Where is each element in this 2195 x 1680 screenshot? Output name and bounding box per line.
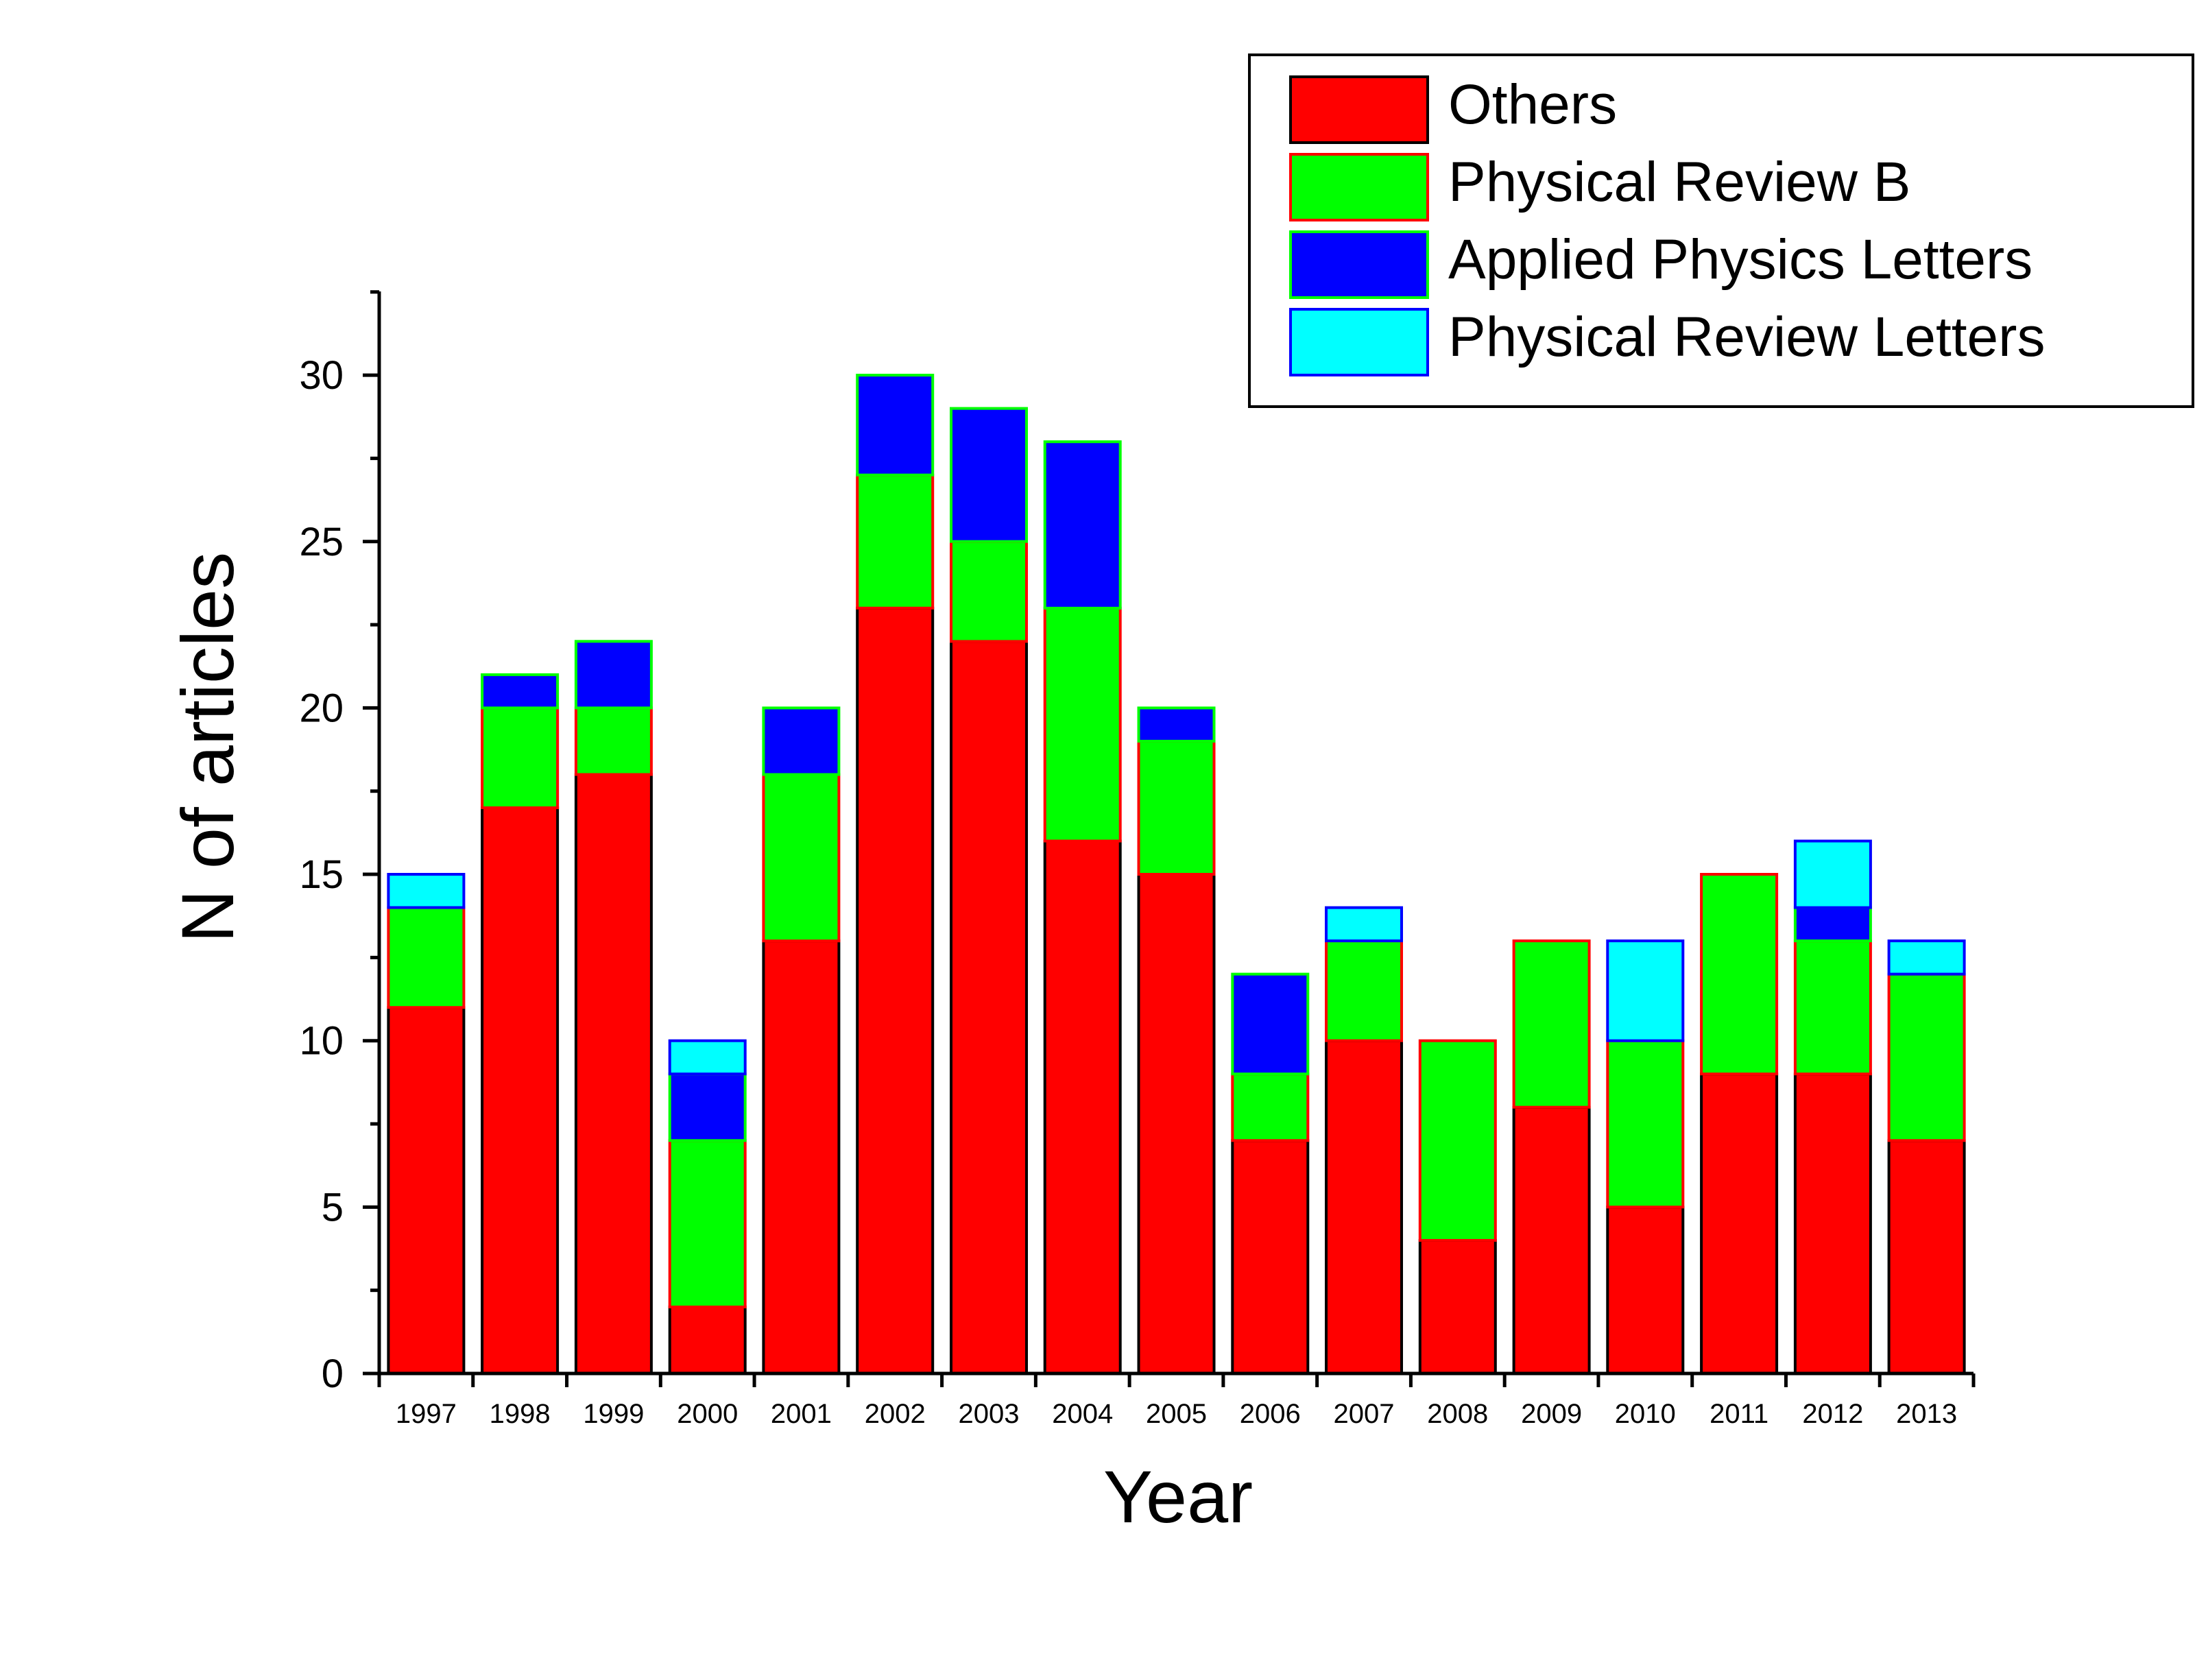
bar-2001-series-2: [762, 706, 841, 776]
bar-2000-series-1: [668, 1139, 747, 1309]
bar-2000-series-3: [668, 1039, 747, 1076]
x-tick-label-2011: 2011: [1710, 1399, 1768, 1429]
bar-2013-series-0: [1887, 1139, 1966, 1376]
x-tick-label-2007: 2007: [1334, 1399, 1395, 1429]
y-tick-label-15: 15: [299, 852, 344, 897]
x-tick-label-2000: 2000: [677, 1399, 738, 1429]
x-tick-label-2005: 2005: [1146, 1399, 1207, 1429]
bar-2004-series-1: [1043, 606, 1122, 843]
x-tick-label-1997: 1997: [396, 1399, 457, 1429]
y-tick-label-20: 20: [299, 686, 344, 730]
bar-2001-series-0: [762, 939, 841, 1375]
bar-2006-series-1: [1231, 1072, 1310, 1142]
bar-1999-series-1: [574, 706, 653, 776]
legend-swatch-0: [1289, 75, 1429, 144]
bar-2005-series-0: [1137, 873, 1216, 1375]
bar-2008-series-1: [1418, 1039, 1497, 1242]
y-tick-label-30: 30: [299, 353, 344, 398]
bar-1999-series-0: [574, 773, 653, 1375]
bar-1999-series-2: [574, 640, 653, 710]
x-tick-label-2010: 2010: [1615, 1399, 1676, 1429]
legend-label-3: Physical Review Letters: [1448, 306, 2045, 368]
x-tick-label-2009: 2009: [1521, 1399, 1582, 1429]
bar-2003-series-2: [950, 407, 1028, 543]
bar-2012-series-0: [1793, 1072, 1872, 1375]
bar-2009-series-1: [1512, 939, 1591, 1109]
legend-label-1: Physical Review B: [1448, 151, 1910, 213]
legend-label-2: Applied Physics Letters: [1448, 228, 2032, 291]
bar-2006-series-2: [1231, 972, 1310, 1076]
bar-2002-series-1: [856, 473, 935, 610]
bar-2013-series-1: [1887, 972, 1966, 1142]
bar-2009-series-0: [1512, 1105, 1591, 1376]
bar-2007-series-0: [1325, 1039, 1403, 1375]
x-tick-label-1998: 1998: [490, 1399, 551, 1429]
bar-2003-series-1: [950, 540, 1028, 643]
x-tick-label-2006: 2006: [1240, 1399, 1301, 1429]
bar-2002-series-0: [856, 606, 935, 1375]
bar-2002-series-2: [856, 374, 935, 477]
bar-2012-series-1: [1793, 939, 1872, 1076]
x-tick-label-2003: 2003: [959, 1399, 1020, 1429]
bar-2011-series-0: [1700, 1072, 1779, 1375]
bar-2012-series-3: [1793, 839, 1872, 909]
bar-2012-series-2: [1793, 906, 1872, 943]
x-tick-label-2001: 2001: [771, 1399, 832, 1429]
x-tick-label-2013: 2013: [1896, 1399, 1957, 1429]
axes-group: 1997 1998 1999 2000 2001 2002 2003 2004 2005 2006…: [299, 290, 1976, 1429]
bar-2010-series-3: [1606, 939, 1685, 1042]
bar-2000-series-0: [668, 1305, 747, 1376]
x-tick-label-2004: 2004: [1052, 1399, 1113, 1429]
bar-2006-series-0: [1231, 1139, 1310, 1376]
y-tick-label-0: 0: [322, 1352, 344, 1396]
x-tick-label-1999: 1999: [583, 1399, 644, 1429]
legend-swatch-2: [1289, 230, 1429, 299]
x-axis-label: Year: [1103, 1455, 1253, 1538]
x-tick-label-2008: 2008: [1427, 1399, 1488, 1429]
bar-2011-series-1: [1700, 873, 1779, 1076]
y-tick-label-10: 10: [299, 1019, 344, 1064]
bar-2004-series-2: [1043, 440, 1122, 610]
y-tick-label-5: 5: [322, 1185, 344, 1229]
y-tick-label-25: 25: [299, 520, 344, 564]
bar-2008-series-0: [1418, 1238, 1497, 1376]
bar-1998-series-0: [481, 806, 560, 1375]
bars-group: [387, 374, 1966, 1376]
legend-swatch-1: [1289, 153, 1429, 221]
bar-2004-series-0: [1043, 839, 1122, 1375]
bar-2001-series-1: [762, 773, 841, 943]
legend-label-0: Others: [1448, 73, 1617, 136]
bar-1997-series-1: [387, 906, 466, 1009]
bar-1998-series-1: [481, 706, 560, 810]
bar-2005-series-1: [1137, 739, 1216, 876]
bar-2000-series-2: [668, 1072, 747, 1142]
legend-swatch-3: [1289, 308, 1429, 376]
bar-2007-series-1: [1325, 939, 1403, 1042]
bar-1997-series-3: [387, 873, 466, 909]
x-tick-label-2012: 2012: [1802, 1399, 1863, 1429]
bar-2010-series-1: [1606, 1039, 1685, 1209]
bar-1998-series-2: [481, 673, 560, 710]
x-tick-label-2002: 2002: [865, 1399, 926, 1429]
bar-1997-series-0: [387, 1006, 466, 1375]
bar-2005-series-2: [1137, 706, 1216, 743]
bar-2010-series-0: [1606, 1205, 1685, 1376]
bar-2013-series-3: [1887, 939, 1966, 976]
legend: Others Physical Review B Applied Physics L…: [1248, 53, 2194, 408]
bar-2007-series-3: [1325, 906, 1403, 943]
bar-2003-series-0: [950, 640, 1028, 1375]
y-axis-label: N of articles: [166, 552, 249, 943]
